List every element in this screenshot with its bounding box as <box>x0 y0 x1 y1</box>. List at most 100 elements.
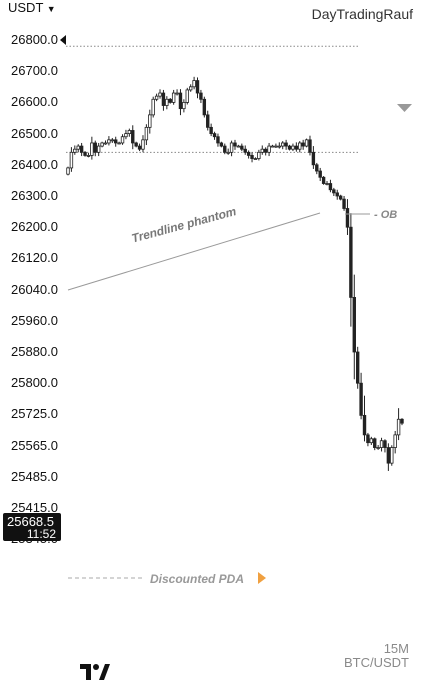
candle-body <box>362 414 367 436</box>
y-tick-label: 25880.0 <box>11 344 58 359</box>
candle-body <box>154 95 159 100</box>
candle-body <box>66 167 70 175</box>
candle <box>383 439 387 453</box>
candle <box>202 96 207 118</box>
candle <box>318 167 322 182</box>
candle <box>315 162 319 175</box>
candle-body <box>240 145 244 150</box>
candle-body <box>373 438 377 448</box>
candle <box>308 135 312 156</box>
currency-selector[interactable]: USDT ▼ <box>8 0 56 15</box>
candle <box>93 140 97 157</box>
candle-body <box>127 130 132 134</box>
candle-countdown: 11:52 <box>26 527 56 541</box>
candle <box>178 89 183 116</box>
timeframe-label: 15M BTC/USDT <box>344 642 409 670</box>
candle-body <box>219 142 224 147</box>
candle <box>188 84 193 92</box>
candle <box>131 125 135 150</box>
candle-body <box>301 142 305 147</box>
candle <box>110 137 115 143</box>
candle <box>379 437 384 452</box>
candle-body <box>287 145 292 150</box>
candle <box>281 141 285 150</box>
candle-body <box>83 151 87 156</box>
candle-body <box>158 92 162 97</box>
y-tick-label: 26400.0 <box>11 156 58 172</box>
candle <box>274 143 278 148</box>
candle <box>338 194 343 201</box>
candle-body <box>103 142 108 145</box>
candle <box>134 141 138 148</box>
candle-body <box>291 145 295 150</box>
candle <box>291 143 295 152</box>
candle <box>100 141 104 148</box>
candle-body <box>233 142 237 147</box>
candle-body <box>192 80 196 88</box>
candle-body <box>69 151 74 169</box>
candle <box>83 151 87 157</box>
candle <box>69 147 74 172</box>
pair-label: BTC/USDT <box>344 655 409 670</box>
candle-body <box>250 155 254 159</box>
candle-body <box>202 98 207 116</box>
candle <box>165 96 169 110</box>
candle <box>117 141 121 145</box>
candle-body <box>151 98 155 116</box>
candle-body <box>73 148 77 153</box>
candle <box>253 157 258 160</box>
candle-body <box>206 114 210 128</box>
candle-body <box>321 176 326 184</box>
y-tick-label: 25565.0 <box>11 437 58 453</box>
candle-body <box>124 133 128 138</box>
y-tick-label: 26040.0 <box>11 281 58 297</box>
tradingview-logo[interactable] <box>80 662 110 680</box>
trendline <box>67 212 321 291</box>
candle <box>240 143 244 152</box>
candle-body <box>274 145 278 148</box>
candle <box>79 142 84 157</box>
candle-body <box>175 92 179 95</box>
candle <box>73 145 77 155</box>
candle-body <box>229 142 234 153</box>
candle-body <box>267 145 271 153</box>
candle-body <box>134 142 138 147</box>
candle <box>120 134 125 145</box>
candle <box>199 89 203 104</box>
candle-body <box>76 145 80 150</box>
candle <box>345 199 350 235</box>
candle-body <box>86 155 91 157</box>
y-tick-label: 25485.0 <box>11 468 58 484</box>
candle-body <box>185 89 189 103</box>
candle <box>373 437 377 451</box>
candle <box>137 143 142 152</box>
candle <box>250 152 254 163</box>
candle-body <box>379 440 384 448</box>
candle <box>393 430 397 454</box>
candle <box>195 77 200 99</box>
candle-body <box>308 139 312 153</box>
candle <box>216 133 220 147</box>
candle-body <box>223 145 227 153</box>
candle <box>144 124 149 146</box>
candle-body <box>400 418 404 424</box>
candle-body <box>117 142 121 145</box>
candle-body <box>209 126 213 135</box>
currency-label: USDT <box>8 0 44 15</box>
triangle-down-icon[interactable] <box>397 104 412 112</box>
candle-body <box>257 151 261 159</box>
candle-body <box>216 136 220 144</box>
y-tick-label: 25415.0 <box>11 500 58 515</box>
candle <box>366 432 370 447</box>
candle-body <box>352 296 356 353</box>
candle-body <box>315 164 319 172</box>
candle-body <box>168 98 172 103</box>
candle-body <box>318 170 322 178</box>
candle <box>158 89 162 99</box>
y-tick-label: 26300.0 <box>11 188 58 203</box>
candle-body <box>369 438 374 444</box>
candle-body <box>90 142 94 156</box>
candle <box>332 187 336 196</box>
